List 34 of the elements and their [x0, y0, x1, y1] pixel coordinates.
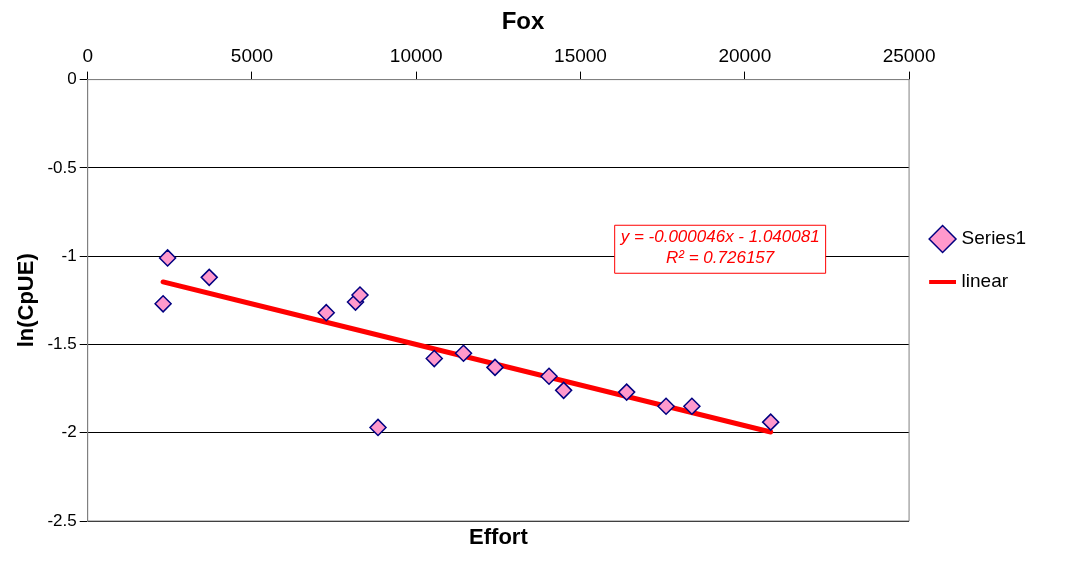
- x-tick-label: 20000: [718, 45, 772, 67]
- point: [683, 397, 701, 415]
- point: [425, 349, 443, 368]
- point: [761, 413, 780, 431]
- x-tick-label: 0: [82, 45, 93, 67]
- point: [154, 295, 172, 313]
- point: [351, 286, 369, 304]
- annotation: y = -0.000046x - 1.040081: [619, 227, 820, 247]
- y-tick-label: 0: [67, 69, 77, 89]
- point: [158, 249, 177, 267]
- x-tick-label: 15000: [554, 45, 607, 67]
- legend-label: Series1: [961, 227, 1026, 249]
- point: [200, 268, 218, 287]
- point: [486, 358, 504, 377]
- point: [317, 303, 335, 322]
- y-tick-label: -1.5: [47, 334, 77, 354]
- point: [657, 397, 675, 415]
- x-tick-label: 5000: [230, 45, 274, 67]
- y-tick-label: -0.5: [47, 157, 77, 177]
- x-axis-title: Effort: [469, 524, 529, 550]
- x-tick-label: 25000: [882, 45, 936, 67]
- x-tick-label: 10000: [389, 45, 443, 67]
- y-axis-title: ln(CpUE): [13, 253, 39, 348]
- y-tick-label: -2: [61, 422, 77, 442]
- y-tick-label: -1: [61, 245, 77, 265]
- annotation: R² = 0.726157: [666, 248, 775, 268]
- chart-title: Fox: [501, 7, 545, 35]
- point: [554, 381, 573, 400]
- point: [454, 344, 473, 363]
- legend-label: linear: [961, 270, 1009, 292]
- y-tick-label: -2.5: [47, 510, 77, 530]
- point: [540, 367, 558, 385]
- point: [369, 418, 387, 437]
- point: [617, 383, 636, 401]
